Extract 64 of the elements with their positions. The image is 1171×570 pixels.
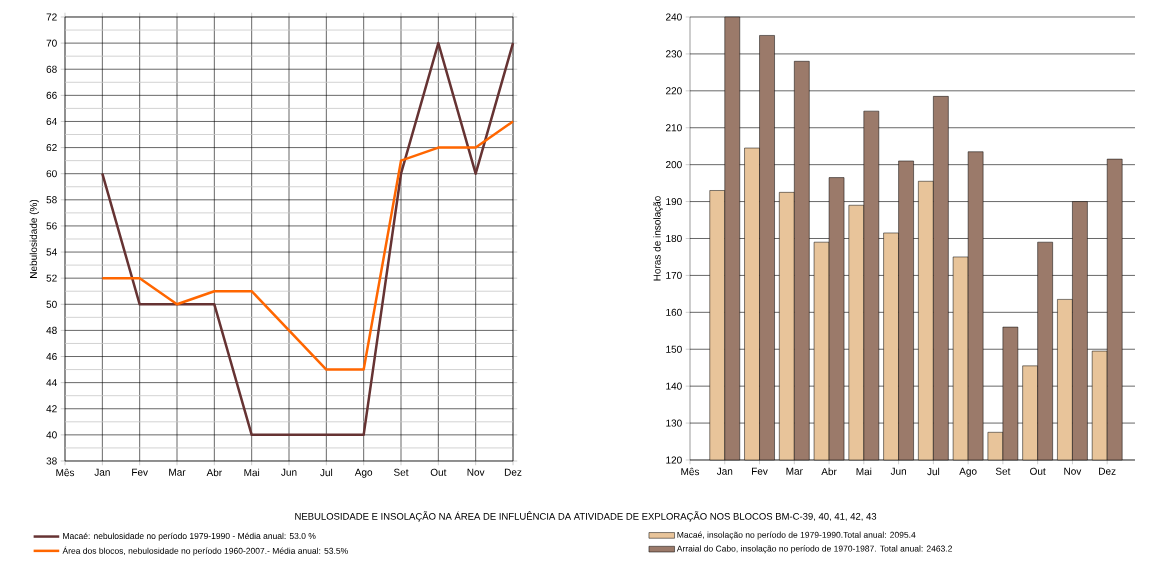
x-tick-label: Mai: [244, 468, 260, 477]
y-tick-label: 46: [46, 352, 57, 361]
y-tick-label: 170: [666, 271, 682, 279]
x-tick-label: Jul: [320, 468, 333, 477]
y-tick-label: 70: [46, 39, 57, 47]
x-tick-label: Mar: [169, 468, 186, 476]
y-tick-label: 64: [46, 117, 57, 125]
x-tick-label: Jan: [716, 467, 733, 475]
legend-label: Arraial do Cabo, insolação no período de 1970-1987. Total anual: 2463.2: [676, 545, 952, 554]
y-axis-title: Horas de insolação: [653, 196, 663, 281]
y-tick-label: 200: [666, 161, 682, 169]
x-tick-label: Out: [430, 468, 447, 476]
y-axis-title: Nebulosidade (%): [29, 199, 39, 278]
y-tick-label: 130: [666, 419, 682, 427]
text: NEBULOSIDADE E INSOLAÇÃO NA ÁREA DE INFLUÊNCIA DA ATIVIDADE DE EXPLORAÇÃO NOS BLOCOS BM-C-39, 40, 41, 42, 43: [295, 511, 877, 522]
y-tick-label: 210: [666, 124, 682, 132]
x-tick-label: Jun: [281, 468, 297, 476]
x-tick-label: Dez: [504, 468, 522, 476]
x-tick-label: Abr: [821, 467, 837, 476]
x-tick-label: Set: [995, 467, 1011, 475]
x-tick-label: Abr: [206, 468, 222, 477]
y-tick-label: 120: [666, 456, 682, 464]
y-tick-label: 240: [666, 13, 682, 21]
legend-label: Área dos blocos, nebulosidade no período 1960-2007.- Média anual: 53.5%: [62, 546, 348, 556]
legend-label: Macaé: nebulosidade no período 1979-1990 - Média anual: 53.0 %: [63, 532, 316, 541]
x-tick-label: Fev: [752, 467, 768, 475]
x-tick-label: Out: [1030, 467, 1046, 475]
y-tick-label: 72: [46, 13, 57, 21]
y-tick-label: 66: [46, 91, 57, 99]
y-tick-label: 150: [666, 345, 682, 353]
y-tick-label: 68: [46, 65, 57, 73]
x-tick-label: Mai: [856, 467, 872, 476]
x-tick-label: Jan: [94, 468, 110, 476]
y-tick-label: 190: [666, 198, 682, 206]
y-tick-label: 54: [46, 248, 57, 256]
y-tick-label: 48: [46, 326, 57, 334]
x-tick-label: Nov: [1064, 467, 1082, 475]
y-tick-label: 50: [46, 300, 57, 308]
y-tick-label: 180: [666, 234, 682, 243]
y-tick-label: 220: [666, 87, 682, 95]
x-tick-label: Fev: [132, 468, 148, 476]
x-tick-label: Jun: [890, 467, 906, 475]
y-tick-label: 56: [46, 222, 57, 230]
y-tick-label: 60: [46, 170, 57, 178]
x-tick-label: Mês: [56, 468, 75, 477]
x-tick-label: Mar: [786, 467, 803, 475]
x-tick-label: Jul: [927, 467, 940, 476]
y-tick-label: 230: [666, 50, 682, 58]
x-tick-label: Ago: [959, 467, 977, 477]
legend-label: Macaé, insolação no período de 1979-1990.Total anual: 2095.4: [677, 531, 916, 540]
y-tick-label: 52: [46, 274, 57, 282]
x-tick-label: Dez: [1099, 467, 1116, 475]
y-tick-label: 42: [46, 405, 57, 413]
y-tick-label: 62: [46, 144, 57, 152]
x-tick-label: Mês: [681, 467, 700, 476]
y-tick-label: 44: [46, 379, 57, 387]
y-tick-label: 58: [46, 196, 57, 204]
y-tick-label: 140: [666, 382, 682, 390]
y-tick-label: 38: [46, 457, 57, 465]
x-tick-label: Set: [393, 468, 409, 476]
y-tick-label: 40: [46, 431, 57, 439]
y-tick-label: 160: [666, 308, 682, 316]
x-tick-label: Ago: [354, 468, 373, 478]
x-tick-label: Nov: [467, 468, 485, 476]
